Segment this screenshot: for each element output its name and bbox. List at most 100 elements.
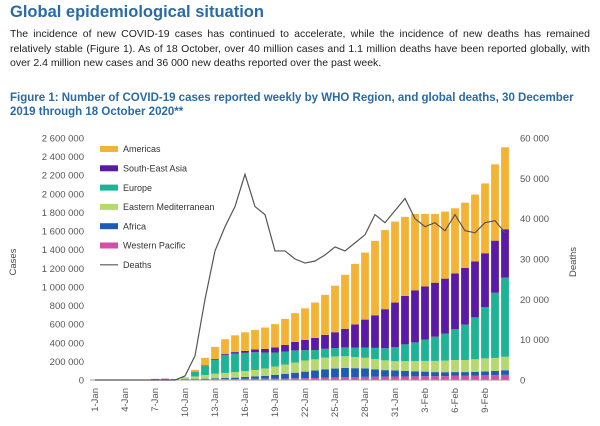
bar-segment-europe — [261, 352, 269, 369]
bar-segment-americas — [491, 164, 499, 241]
bar-segment-western-pacific — [261, 378, 269, 380]
bar-segment-africa — [231, 377, 239, 380]
bar-segment-south-east-asia — [291, 342, 299, 351]
bar-segment-south-east-asia — [301, 339, 309, 351]
bar-segment-africa — [281, 373, 289, 379]
bar-segment-europe — [281, 351, 289, 365]
bar-segment-eastern-mediterranean — [441, 360, 449, 373]
bar-segment-europe — [201, 365, 209, 375]
bar-segment-americas — [271, 324, 279, 348]
bar-segment-south-east-asia — [331, 332, 339, 349]
bar-segment-europe — [441, 333, 449, 361]
x-tick-label: 3-Feb — [420, 388, 431, 413]
bar-segment-south-east-asia — [221, 354, 229, 356]
bar-segment-eastern-mediterranean — [261, 368, 269, 376]
bar-segment-western-pacific — [401, 376, 409, 380]
bar-segment-americas — [421, 213, 429, 287]
legend-label: South-East Asia — [123, 164, 187, 174]
bar-segment-africa — [221, 378, 229, 380]
bar-segment-eastern-mediterranean — [191, 376, 199, 379]
bar-segment-africa — [331, 368, 339, 378]
bar-segment-europe — [491, 292, 499, 358]
bar-segment-western-pacific — [481, 375, 489, 380]
bar-segment-eastern-mediterranean — [181, 378, 189, 379]
bar-segment-south-east-asia — [281, 345, 289, 352]
x-tick-label: 4-Jan — [120, 388, 131, 412]
x-tick-label: 6-Feb — [450, 388, 461, 413]
legend-label: Eastern Mediterranean — [123, 202, 215, 212]
bar-segment-south-east-asia — [431, 282, 439, 337]
bar-segment-europe — [211, 359, 219, 374]
y-tick-label: 1 000 000 — [42, 282, 84, 293]
legend-label: Deaths — [123, 260, 152, 270]
bar-segment-americas — [221, 339, 229, 355]
bar-segment-western-pacific — [441, 376, 449, 380]
page-heading: Global epidemiological situation — [10, 3, 264, 21]
bar-segment-western-pacific — [331, 377, 339, 380]
bar-segment-south-east-asia — [351, 324, 359, 348]
y-axis-title: Cases — [8, 248, 19, 275]
bar-segment-europe — [301, 350, 309, 361]
bar-segment-eastern-mediterranean — [251, 369, 259, 377]
bar-segment-south-east-asia — [251, 349, 259, 353]
bar-segment-europe — [501, 277, 509, 357]
bar-segment-south-east-asia — [451, 273, 459, 330]
bar-segment-africa — [211, 378, 219, 380]
bar-segment-europe — [371, 347, 379, 360]
bar-segment-europe — [471, 317, 479, 360]
bar-segment-eastern-mediterranean — [401, 361, 409, 371]
bar-segment-americas — [351, 263, 359, 325]
bar-segment-americas — [371, 240, 379, 316]
bar-segment-europe — [401, 344, 409, 362]
bar-segment-europe — [331, 348, 339, 357]
stacked-bars — [131, 147, 509, 380]
bar-segment-western-pacific — [461, 375, 469, 380]
legend-swatch-africa — [100, 223, 118, 230]
legend-label: Americas — [123, 144, 161, 154]
bar-segment-western-pacific — [391, 376, 399, 380]
y-tick-label: 1 800 000 — [42, 208, 84, 219]
bar-segment-europe — [271, 352, 279, 367]
bar-segment-americas — [311, 302, 319, 338]
bar-segment-western-pacific — [451, 375, 459, 380]
bar-segment-europe — [461, 324, 469, 360]
x-tick-label: 22-Jan — [300, 388, 311, 417]
bar-segment-south-east-asia — [371, 315, 379, 348]
bar-segment-western-pacific — [251, 378, 259, 380]
bar-segment-africa — [501, 370, 509, 375]
y2-tick-label: 50 000 — [520, 174, 549, 185]
y2-tick-label: 10 000 — [520, 335, 549, 346]
x-tick-label: 19-Jan — [270, 388, 281, 417]
bar-segment-americas — [301, 308, 309, 340]
bar-segment-americas — [211, 346, 219, 359]
bar-segment-europe — [381, 348, 389, 361]
y-tick-label: 2 600 000 — [42, 134, 84, 145]
bar-segment-eastern-mediterranean — [301, 360, 309, 372]
legend-swatch-eastern-mediterranean — [100, 203, 118, 210]
bar-segment-africa — [251, 376, 259, 379]
bar-segment-eastern-mediterranean — [321, 357, 329, 370]
bar-segment-americas — [321, 294, 329, 335]
bar-segment-south-east-asia — [501, 229, 509, 278]
bar-segment-eastern-mediterranean — [291, 362, 299, 373]
bar-segment-americas — [411, 213, 419, 291]
y-tick-label: 2 000 000 — [42, 189, 84, 200]
bar-segment-africa — [291, 372, 299, 379]
bar-segment-africa — [351, 368, 359, 378]
y-tick-label: 400 000 — [50, 338, 84, 349]
bar-segment-eastern-mediterranean — [501, 356, 509, 371]
bar-segment-western-pacific — [381, 376, 389, 380]
bar-segment-americas — [481, 183, 489, 254]
y2-axis-title: Deaths — [568, 247, 579, 277]
y-tick-label: 0 — [79, 376, 84, 387]
bar-segment-south-east-asia — [321, 334, 329, 349]
bar-segment-western-pacific — [341, 377, 349, 380]
bar-segment-eastern-mediterranean — [451, 359, 459, 373]
bar-segment-europe — [321, 348, 329, 358]
bar-segment-south-east-asia — [491, 240, 499, 293]
bar-segment-south-east-asia — [231, 352, 239, 354]
bar-segment-south-east-asia — [401, 295, 409, 345]
bar-segment-western-pacific — [291, 378, 299, 380]
bar-segment-americas — [381, 230, 389, 310]
bar-segment-americas — [401, 216, 409, 296]
